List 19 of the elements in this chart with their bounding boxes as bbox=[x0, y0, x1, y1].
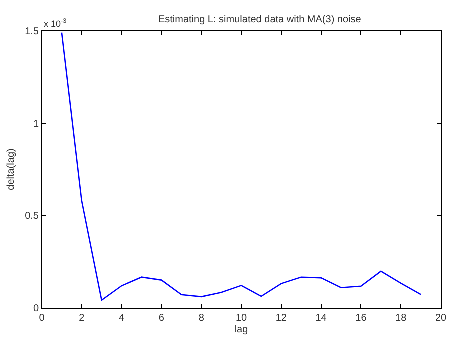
x-tick-label: 6 bbox=[158, 313, 165, 324]
y-tick-label: 1.5 bbox=[25, 26, 40, 38]
y-tick-label: 0.5 bbox=[25, 211, 40, 222]
x-tick-label: 20 bbox=[435, 313, 447, 324]
x-axis-title: lag bbox=[234, 324, 248, 336]
y-tick-label: 0 bbox=[33, 304, 40, 314]
x-tick-label: 18 bbox=[396, 313, 408, 324]
x-tick-label: 2 bbox=[79, 313, 86, 324]
x-tick-label: 10 bbox=[236, 313, 248, 324]
y-axis-title: delta(lag) bbox=[6, 148, 18, 190]
chart-title: Estimating L: simulated data with MA(3) noise bbox=[158, 14, 362, 26]
text: x 10$^{-3}$ bbox=[44, 18, 68, 29]
x-tick-label: 16 bbox=[356, 313, 368, 324]
x-tick-label: 14 bbox=[316, 313, 328, 324]
x-tick-label: 4 bbox=[119, 313, 126, 324]
x-tick-label: 8 bbox=[198, 313, 205, 324]
x-tick-label: 12 bbox=[276, 313, 288, 324]
y-tick-label: 1 bbox=[33, 118, 40, 130]
line-series bbox=[61, 32, 422, 302]
